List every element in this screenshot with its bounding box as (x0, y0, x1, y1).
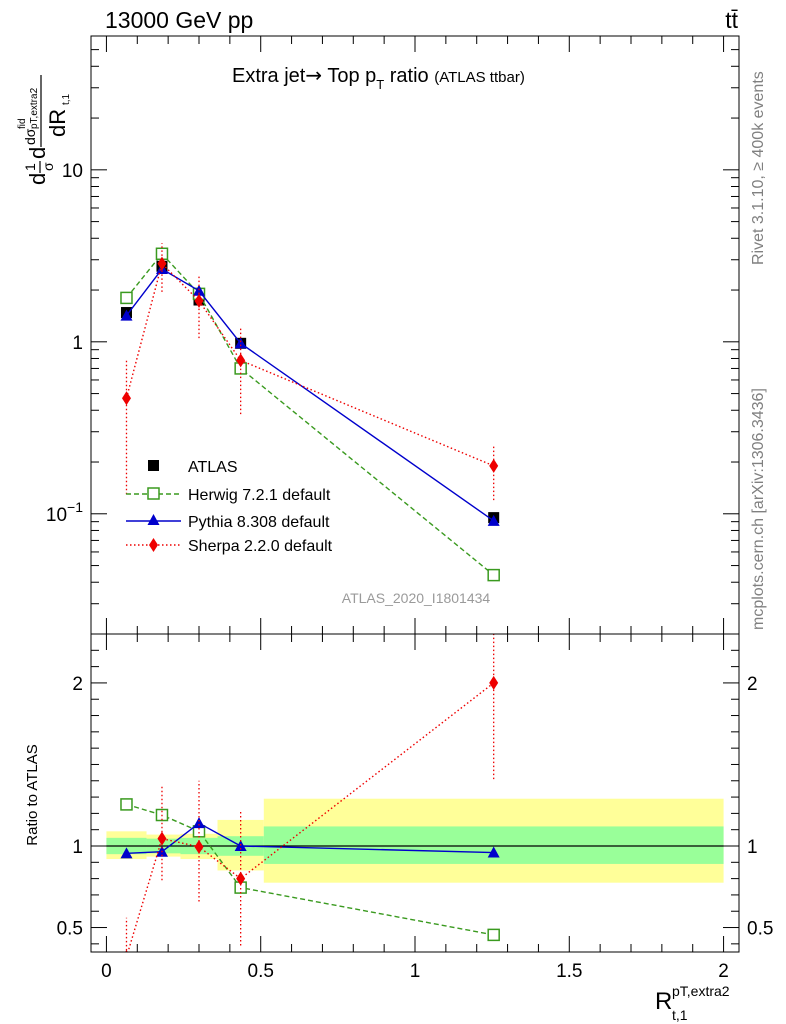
pythia-ratio-point (193, 817, 205, 829)
main-axis-ticks: 10−1 1 10 (46, 35, 739, 635)
svg-text:pT,extra2: pT,extra2 (29, 87, 40, 129)
rivet-label: Rivet 3.1.10, ≥ 400k events (750, 71, 767, 265)
svg-text:d: d (25, 173, 50, 185)
sherpa-point (121, 391, 131, 406)
svg-text:Pythia 8.308 default: Pythia 8.308 default (188, 514, 330, 531)
sherpa-point (236, 353, 246, 368)
sherpa-ratio-point (194, 839, 204, 854)
legend-entry-atlas: ATLAS (148, 459, 238, 476)
sherpa-line (125, 262, 494, 467)
main-panel: 10−1 1 10 Extra jet→ Top pT ratio (ATLAS t… (17, 35, 740, 635)
xtick-label: 0.5 (248, 961, 274, 982)
pythia-point (120, 309, 133, 321)
ratio-axis-ticks: 0.5 0.5 1 1 2 2 0 0.5 1 1.5 2 (57, 634, 773, 982)
herwig-point (487, 568, 500, 582)
ratio-ytick-label: 2 (72, 674, 83, 695)
svg-text:pT,extra2: pT,extra2 (672, 983, 730, 999)
pythia-ratio-point (234, 840, 247, 851)
herwig-ratio-point (487, 928, 500, 942)
svg-text:ATLAS: ATLAS (188, 459, 238, 476)
ratio-ytick-label-right: 0.5 (747, 919, 773, 940)
legend-entry-herwig: Herwig 7.2.1 default (126, 487, 331, 504)
svg-text:Herwig 7.2.1 default: Herwig 7.2.1 default (188, 487, 331, 504)
energy-label: 13000 GeV pp (105, 7, 253, 33)
ratio-ytick-label: 1 (72, 837, 83, 858)
pythia-line (125, 268, 495, 522)
ratio-y-axis-label: Ratio to ATLAS (24, 744, 41, 845)
herwig-ratio-point (120, 798, 133, 811)
legend: ATLAS Herwig 7.2.1 default Pythia 8.308 … (126, 459, 333, 555)
sherpa-ratio-point (489, 675, 499, 690)
ratio-ytick-label-right: 1 (747, 837, 758, 858)
svg-text:R: R (655, 988, 672, 1015)
xtick-label: 0 (101, 961, 112, 982)
xtick-label: 1 (410, 961, 421, 982)
process-label: tt̄ (725, 7, 738, 33)
pythia-ratio-point (487, 846, 500, 858)
pythia-point (193, 284, 205, 296)
stat-uncertainty-band (263, 826, 724, 864)
ratio-ytick-label: 0.5 (57, 919, 83, 940)
ratio-ytick-label-right: 2 (747, 674, 758, 695)
sherpa-point (194, 293, 204, 308)
pythia-ratio-point (120, 847, 133, 859)
xtick-label: 2 (718, 961, 729, 982)
main-y-axis-label: d 1 σ d dσ fid pT,extra2 dR t,1 (17, 75, 72, 185)
x-axis-label: R pT,extra2 t,1 (655, 983, 730, 1023)
main-ytick-label: 10 (62, 161, 83, 182)
svg-text:Sherpa 2.2.0 default: Sherpa 2.2.0 default (188, 538, 333, 555)
svg-text:1: 1 (22, 163, 38, 171)
chart-title: Extra jet→ Top pT ratio (ATLAS ttbar) (232, 63, 525, 92)
sherpa-ratio-point (157, 831, 167, 846)
svg-text:t,1: t,1 (61, 93, 72, 105)
xtick-label: 1.5 (556, 961, 582, 982)
legend-entry-sherpa: Sherpa 2.2.0 default (126, 538, 333, 555)
sherpa-ratio-point (125, 949, 128, 952)
svg-text:dσ: dσ (22, 128, 38, 145)
svg-text:d: d (25, 147, 50, 159)
svg-text:t,1: t,1 (672, 1007, 688, 1023)
herwig-line (125, 252, 495, 576)
svg-text:dR: dR (45, 109, 70, 137)
svg-text:fid: fid (17, 118, 28, 129)
herwig-point (120, 291, 133, 305)
pythia-point (487, 514, 500, 526)
main-ytick-label: 10−1 (46, 499, 83, 526)
sherpa-point (157, 256, 167, 271)
analysis-label: ATLAS_2020_I1801434 (342, 590, 491, 606)
legend-entry-pythia: Pythia 8.308 default (126, 514, 330, 531)
ratio-frame (90, 633, 740, 953)
pythia-point (234, 337, 247, 349)
sherpa-ratio-point (236, 871, 246, 886)
sherpa-point (489, 458, 499, 473)
main-ytick-label: 1 (72, 333, 83, 354)
mcplots-label: mcplots.cern.ch [arXiv:1306.3436] (750, 388, 767, 630)
ratio-panel: 0.5 0.5 1 1 2 2 0 0.5 1 1.5 2 Ratio to ATLAS R pT,… (24, 633, 773, 1023)
herwig-ratio-line (126, 803, 494, 936)
svg-text:σ: σ (40, 162, 56, 171)
